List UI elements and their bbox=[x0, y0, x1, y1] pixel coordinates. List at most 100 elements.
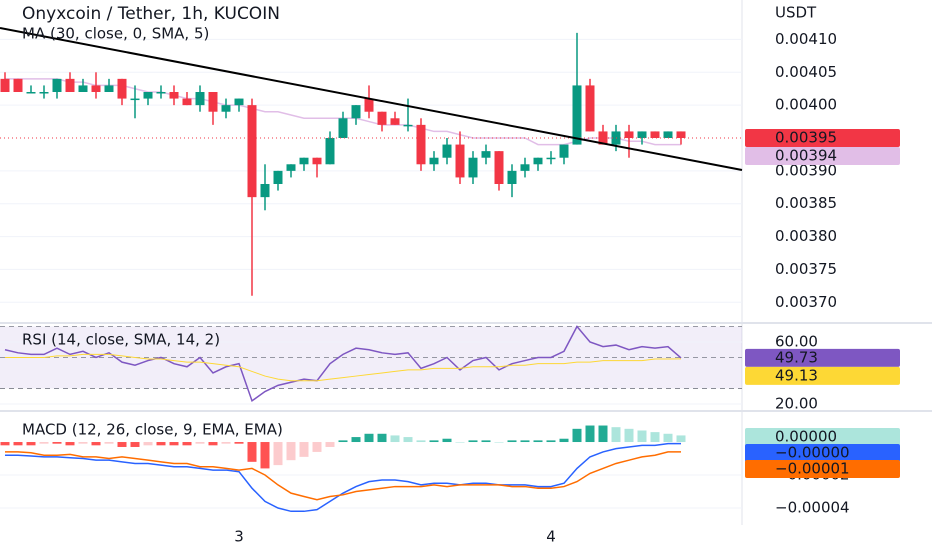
histogram-bar bbox=[325, 442, 335, 447]
histogram-bar bbox=[286, 442, 296, 461]
series-line bbox=[5, 353, 682, 382]
last-value-label: −0.00001 bbox=[775, 460, 850, 478]
histogram-bar bbox=[104, 442, 114, 444]
candle-body bbox=[416, 124, 426, 165]
unit-label: USDT bbox=[775, 4, 817, 22]
candle-body bbox=[494, 151, 504, 184]
histogram-bar bbox=[65, 442, 75, 446]
histogram-bar bbox=[182, 442, 192, 446]
histogram-bar bbox=[650, 432, 660, 443]
histogram-bar bbox=[520, 440, 530, 443]
last-value-box bbox=[745, 428, 900, 446]
candle-body bbox=[650, 131, 660, 138]
last-value-label: 0.00395 bbox=[775, 129, 837, 147]
candle-body bbox=[26, 92, 36, 94]
histogram-bar bbox=[468, 440, 478, 443]
candle-body bbox=[247, 105, 257, 198]
candle-body bbox=[468, 157, 478, 178]
series-line bbox=[5, 451, 681, 501]
series-line bbox=[4, 325, 682, 403]
candle-body bbox=[104, 85, 114, 92]
last-value-label: 0.00394 bbox=[775, 147, 837, 165]
candle-body bbox=[0, 78, 10, 92]
histogram-bar bbox=[234, 442, 244, 444]
candle-body bbox=[208, 92, 218, 112]
histogram-bar bbox=[377, 433, 387, 443]
candle-body bbox=[377, 111, 387, 125]
histogram-bar bbox=[78, 442, 88, 444]
candle-body bbox=[273, 170, 283, 184]
histogram-bar bbox=[481, 440, 491, 443]
candle-body bbox=[624, 131, 634, 138]
y-tick-label: 0.00385 bbox=[775, 194, 837, 212]
histogram-bar bbox=[455, 442, 465, 443]
candle-body bbox=[663, 131, 673, 138]
candle-body bbox=[182, 98, 192, 106]
last-value-box bbox=[745, 348, 900, 367]
histogram-bar bbox=[52, 442, 62, 444]
candle-body bbox=[78, 85, 88, 92]
histogram-bar bbox=[247, 442, 257, 462]
histogram-bar bbox=[637, 430, 647, 443]
histogram-bar bbox=[507, 440, 517, 443]
macd-title: MACD (12, 26, close, 9, EMA, EMA) bbox=[22, 421, 283, 439]
histogram-bar bbox=[533, 440, 543, 443]
y-tick-label: 20.00 bbox=[775, 394, 818, 412]
candle-body bbox=[585, 85, 595, 132]
last-value-label: 49.13 bbox=[775, 366, 818, 384]
candle-body bbox=[572, 85, 582, 145]
y-tick-label: 60.00 bbox=[775, 332, 818, 350]
histogram-bar bbox=[312, 442, 322, 452]
last-value-label: 49.73 bbox=[775, 348, 818, 366]
last-value-box bbox=[745, 444, 900, 462]
histogram-bar bbox=[429, 440, 439, 443]
candle-body bbox=[117, 78, 127, 99]
histogram-bar bbox=[364, 433, 374, 443]
histogram-bar bbox=[273, 442, 283, 466]
candle-body bbox=[455, 144, 465, 178]
histogram-bar bbox=[546, 440, 556, 443]
candle-body bbox=[52, 78, 62, 92]
last-value-label: 0.00000 bbox=[775, 428, 837, 446]
candle-body bbox=[65, 78, 75, 92]
candle-body bbox=[390, 118, 400, 125]
candle-body bbox=[403, 124, 413, 127]
histogram-bar bbox=[91, 442, 101, 446]
candle-body bbox=[520, 164, 530, 171]
candle-body bbox=[286, 164, 296, 171]
histogram-bar bbox=[572, 428, 582, 443]
y-tick-label: 0.00410 bbox=[775, 30, 837, 48]
y-tick-label: 0.00375 bbox=[775, 260, 837, 278]
chart-title: Onyxcoin / Tether, 1h, KUCOIN bbox=[22, 4, 280, 24]
candle-body bbox=[338, 118, 348, 138]
histogram-bar bbox=[663, 433, 673, 443]
candle-body bbox=[429, 157, 439, 165]
histogram-bar bbox=[676, 435, 686, 443]
trend-line[interactable] bbox=[0, 27, 743, 171]
histogram-bar bbox=[585, 425, 595, 443]
histogram-bar bbox=[442, 438, 452, 443]
histogram-bar bbox=[559, 438, 569, 443]
x-tick-label: 4 bbox=[546, 528, 556, 546]
ma-legend: MA (30, close, 0, SMA, 5) bbox=[22, 25, 209, 43]
candle-body bbox=[143, 92, 153, 99]
histogram-bar bbox=[299, 442, 309, 457]
histogram-bar bbox=[221, 442, 231, 444]
histogram-bar bbox=[156, 442, 166, 446]
plot-layer bbox=[0, 32, 742, 513]
histogram-bar bbox=[403, 437, 413, 443]
histogram-bar bbox=[598, 425, 608, 443]
histogram-bar bbox=[624, 428, 634, 443]
candle-body bbox=[598, 131, 608, 145]
y-tick-label: 0.00400 bbox=[775, 96, 837, 114]
candle-body bbox=[637, 131, 647, 138]
candle-body bbox=[533, 157, 543, 165]
histogram-bar bbox=[260, 442, 270, 469]
candle-body bbox=[39, 92, 49, 94]
histogram-bar bbox=[338, 440, 348, 443]
candle-body bbox=[91, 85, 101, 92]
candle-body bbox=[156, 92, 166, 94]
histogram-bar bbox=[416, 440, 426, 443]
candle-body bbox=[546, 157, 556, 160]
